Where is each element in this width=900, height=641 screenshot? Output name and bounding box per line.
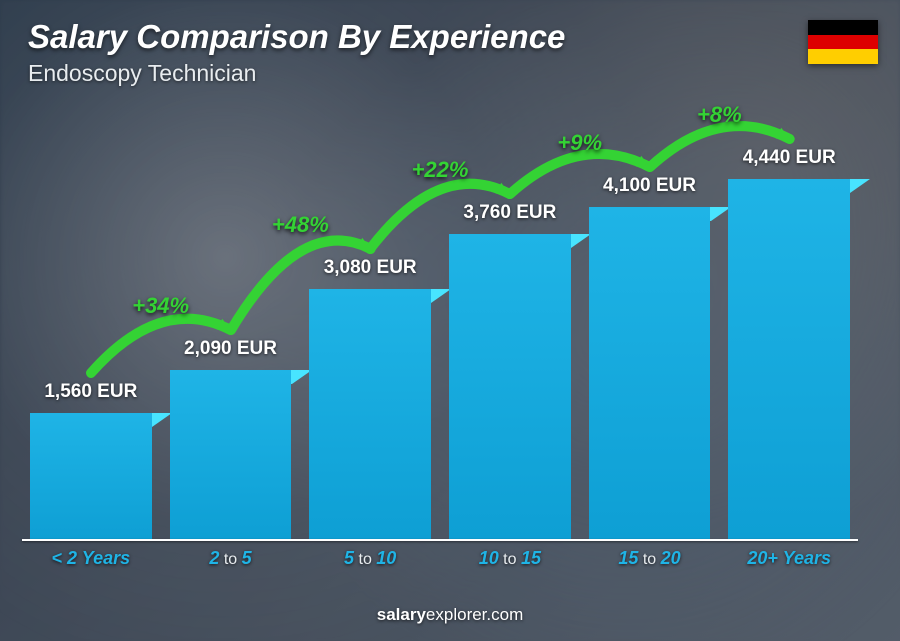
bar-column: 3,760 EUR — [449, 202, 571, 539]
bar-value-label: 1,560 EUR — [44, 381, 137, 403]
x-axis-line — [22, 539, 858, 541]
bar — [170, 370, 292, 539]
flag-germany-icon — [808, 20, 878, 64]
bar-column: 4,100 EUR — [589, 175, 711, 539]
flag-stripe — [808, 49, 878, 64]
bar-column: 4,440 EUR — [728, 147, 850, 539]
bar-column: 3,080 EUR — [309, 257, 431, 539]
bar-value-label: 4,100 EUR — [603, 175, 696, 197]
brand-rest: explorer.com — [426, 605, 523, 624]
chart-title: Salary Comparison By Experience — [28, 18, 565, 56]
x-axis-category: 2 to 5 — [170, 548, 292, 569]
x-axis-category: 10 to 15 — [449, 548, 571, 569]
bar-value-label: 3,080 EUR — [324, 257, 417, 279]
bar — [30, 413, 152, 539]
bar-value-label: 2,090 EUR — [184, 338, 277, 360]
x-axis-category: 5 to 10 — [309, 548, 431, 569]
x-axis-category: 20+ Years — [728, 548, 850, 569]
bar-value-label: 3,760 EUR — [463, 202, 556, 224]
bar-chart: 1,560 EUR 2,090 EUR 3,080 EUR 3,760 EUR 4,10… — [30, 120, 850, 569]
flag-stripe — [808, 20, 878, 35]
flag-stripe — [808, 35, 878, 50]
bar — [309, 289, 431, 539]
x-axis-category: 15 to 20 — [589, 548, 711, 569]
x-axis-category: < 2 Years — [30, 548, 152, 569]
bar-column: 2,090 EUR — [170, 338, 292, 539]
chart-subtitle: Endoscopy Technician — [28, 60, 256, 87]
bar-column: 1,560 EUR — [30, 381, 152, 539]
bar — [728, 179, 850, 539]
brand-bold: salary — [377, 605, 426, 624]
bar — [589, 207, 711, 539]
bar — [449, 234, 571, 539]
footer-brand: salaryexplorer.com — [0, 605, 900, 625]
bar-value-label: 4,440 EUR — [743, 147, 836, 169]
